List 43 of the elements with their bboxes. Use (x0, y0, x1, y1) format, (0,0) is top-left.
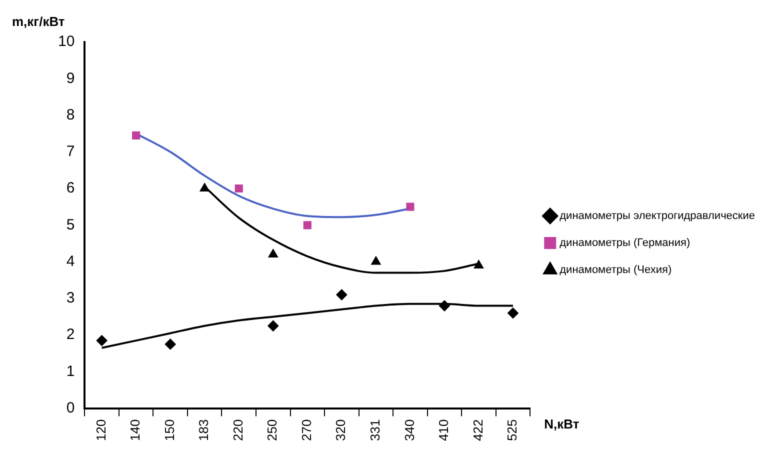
y-tick-label: 7 (66, 143, 75, 160)
x-tick-label: 270 (298, 419, 314, 442)
x-tick-label: 250 (264, 419, 280, 442)
point (371, 256, 381, 265)
x-axis-title: N,кВт (544, 416, 580, 432)
point (96, 335, 108, 346)
legend-label: динамометры (Германия) (560, 237, 690, 250)
x-tick-label: 120 (93, 419, 108, 442)
point (406, 202, 414, 211)
point (200, 183, 210, 192)
x-tick-label: 150 (162, 419, 177, 442)
y-tick-label: 8 (66, 106, 75, 124)
x-tick-label: 320 (333, 419, 348, 442)
y-axis-title: m,кг/кВт (12, 14, 65, 29)
x-tick-label: 140 (128, 419, 143, 442)
point (132, 131, 140, 140)
x-tick-label: 220 (230, 419, 246, 442)
point (268, 248, 278, 258)
y-tick-label: 6 (66, 180, 75, 197)
x-tick-label: 331 (368, 419, 383, 442)
y-tick-label: 5 (66, 216, 75, 234)
point (234, 184, 243, 193)
y-tick-label: 0 (66, 399, 75, 416)
point (336, 289, 348, 300)
x-tick-label: 525 (504, 419, 520, 442)
x-tick-label: 422 (470, 419, 486, 442)
x-tick-label: 340 (402, 419, 417, 442)
point (438, 300, 450, 312)
point (268, 320, 279, 332)
y-tick-label: 4 (66, 252, 75, 270)
y-tick-label: 9 (66, 70, 75, 87)
legend-label: динамометры (Чехия) (560, 264, 672, 276)
y-tick-label: 2 (66, 326, 75, 344)
point (507, 308, 518, 319)
point (474, 260, 484, 268)
point (164, 338, 176, 350)
x-tick-label: 183 (196, 419, 212, 442)
y-tick-label: 3 (66, 290, 75, 307)
y-tick-label: 10 (58, 33, 75, 50)
y-tick-label: 1 (66, 362, 75, 380)
legend-label: динамометры электрогидравлические (560, 210, 755, 222)
x-tick-label: 410 (436, 419, 452, 442)
point (303, 221, 312, 230)
